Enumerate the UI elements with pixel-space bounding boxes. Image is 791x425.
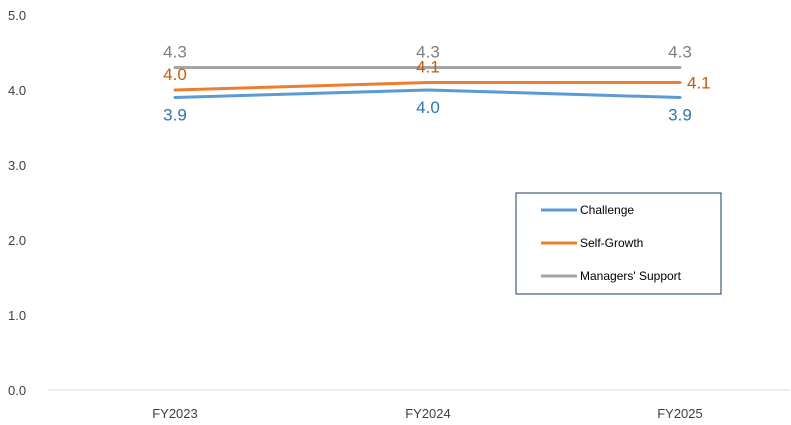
data-label: 4.0 (163, 65, 187, 84)
data-label: 4.0 (416, 98, 440, 117)
data-label: 4.3 (163, 43, 187, 62)
x-tick-label: FY2024 (405, 406, 451, 421)
series-lines (173, 66, 682, 99)
x-tick-label: FY2025 (657, 406, 703, 421)
legend-label: Managers' Support (580, 269, 682, 283)
legend-label: Self-Growth (580, 236, 643, 250)
legend-label: Challenge (580, 203, 634, 217)
y-axis-ticks: 0.0 1.0 2.0 3.0 4.0 5.0 (8, 8, 26, 398)
legend: Challenge Self-Growth Managers' Support (515, 192, 722, 295)
data-label: 4.1 (687, 74, 711, 93)
series-line-self-growth (173, 81, 682, 92)
data-label: 3.9 (668, 106, 692, 125)
y-tick-label: 5.0 (8, 8, 26, 23)
series-line-challenge (173, 88, 682, 99)
x-tick-label: FY2023 (152, 406, 198, 421)
data-label: 4.3 (416, 43, 440, 62)
y-tick-label: 3.0 (8, 158, 26, 173)
data-label: 4.3 (668, 43, 692, 62)
y-tick-label: 0.0 (8, 383, 26, 398)
data-labels: 3.9 4.0 3.94.0 4.14.14.3 4.3 4.3 (163, 43, 710, 125)
data-label: 3.9 (163, 106, 187, 125)
y-tick-label: 1.0 (8, 308, 26, 323)
data-label: 4.1 (416, 58, 440, 77)
y-tick-label: 2.0 (8, 233, 26, 248)
x-axis-ticks: FY2023 FY2024 FY2025 (152, 406, 703, 421)
y-tick-label: 4.0 (8, 83, 26, 98)
